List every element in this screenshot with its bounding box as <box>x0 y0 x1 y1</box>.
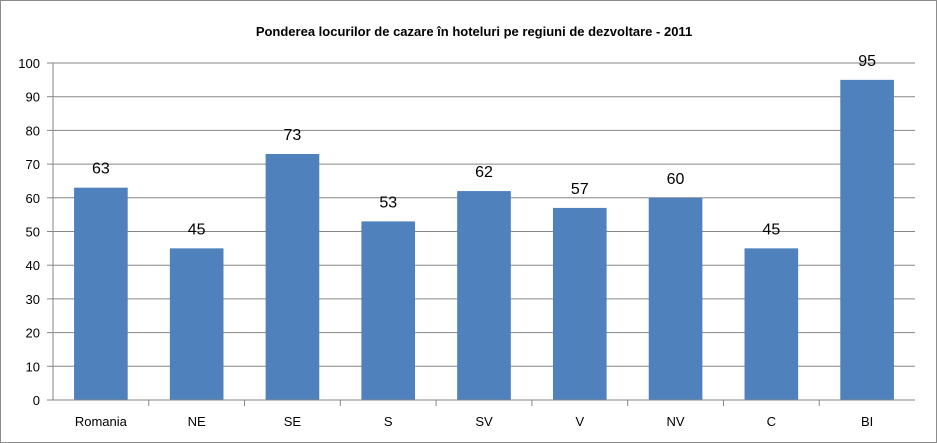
data-label: 73 <box>284 127 302 144</box>
category-label: SV <box>475 414 493 429</box>
chart-title: Ponderea locurilor de cazare în hoteluri… <box>256 24 692 39</box>
data-label: 60 <box>667 171 685 188</box>
category-label: V <box>575 414 584 429</box>
y-tick-label: 30 <box>26 292 40 307</box>
x-axis-category-labels: Romania NE SE S SV V NV C BI <box>75 414 873 429</box>
category-label: NE <box>188 414 206 429</box>
y-axis-tick-labels: 0 10 20 30 40 50 60 70 80 90 100 <box>18 56 40 408</box>
data-label: 62 <box>475 164 493 181</box>
bar-s <box>361 221 416 400</box>
y-tick-label: 90 <box>26 90 40 105</box>
bar-ne <box>169 248 224 400</box>
bar-nv <box>648 197 703 400</box>
bar-romania <box>74 187 128 400</box>
category-label: BI <box>861 414 873 429</box>
data-label: 57 <box>571 181 589 198</box>
bar-bi <box>840 79 894 400</box>
data-label: 95 <box>858 53 876 70</box>
category-label: Romania <box>75 414 128 429</box>
y-tick-label: 60 <box>26 191 40 206</box>
data-label: 53 <box>379 194 397 211</box>
bar-v <box>552 207 607 400</box>
category-label: SE <box>284 414 302 429</box>
y-tick-label: 70 <box>26 157 40 172</box>
data-label: 63 <box>92 161 110 178</box>
category-label: S <box>384 414 393 429</box>
y-tick-label: 0 <box>33 393 40 408</box>
category-label: C <box>767 414 776 429</box>
data-label: 45 <box>762 221 780 238</box>
data-label: 45 <box>188 221 206 238</box>
bar-c <box>744 248 799 400</box>
bar-se <box>265 153 320 400</box>
data-labels: 63 45 73 53 62 57 60 45 95 <box>92 53 876 239</box>
y-tick-label: 20 <box>26 326 40 341</box>
y-tick-label: 100 <box>18 56 40 71</box>
y-tick-label: 40 <box>26 258 40 273</box>
bars <box>74 79 894 400</box>
y-tick-label: 10 <box>26 359 40 374</box>
y-tick-label: 50 <box>26 225 40 240</box>
bar-sv <box>457 191 511 400</box>
y-tick-label: 80 <box>26 123 40 138</box>
category-label: NV <box>667 414 685 429</box>
